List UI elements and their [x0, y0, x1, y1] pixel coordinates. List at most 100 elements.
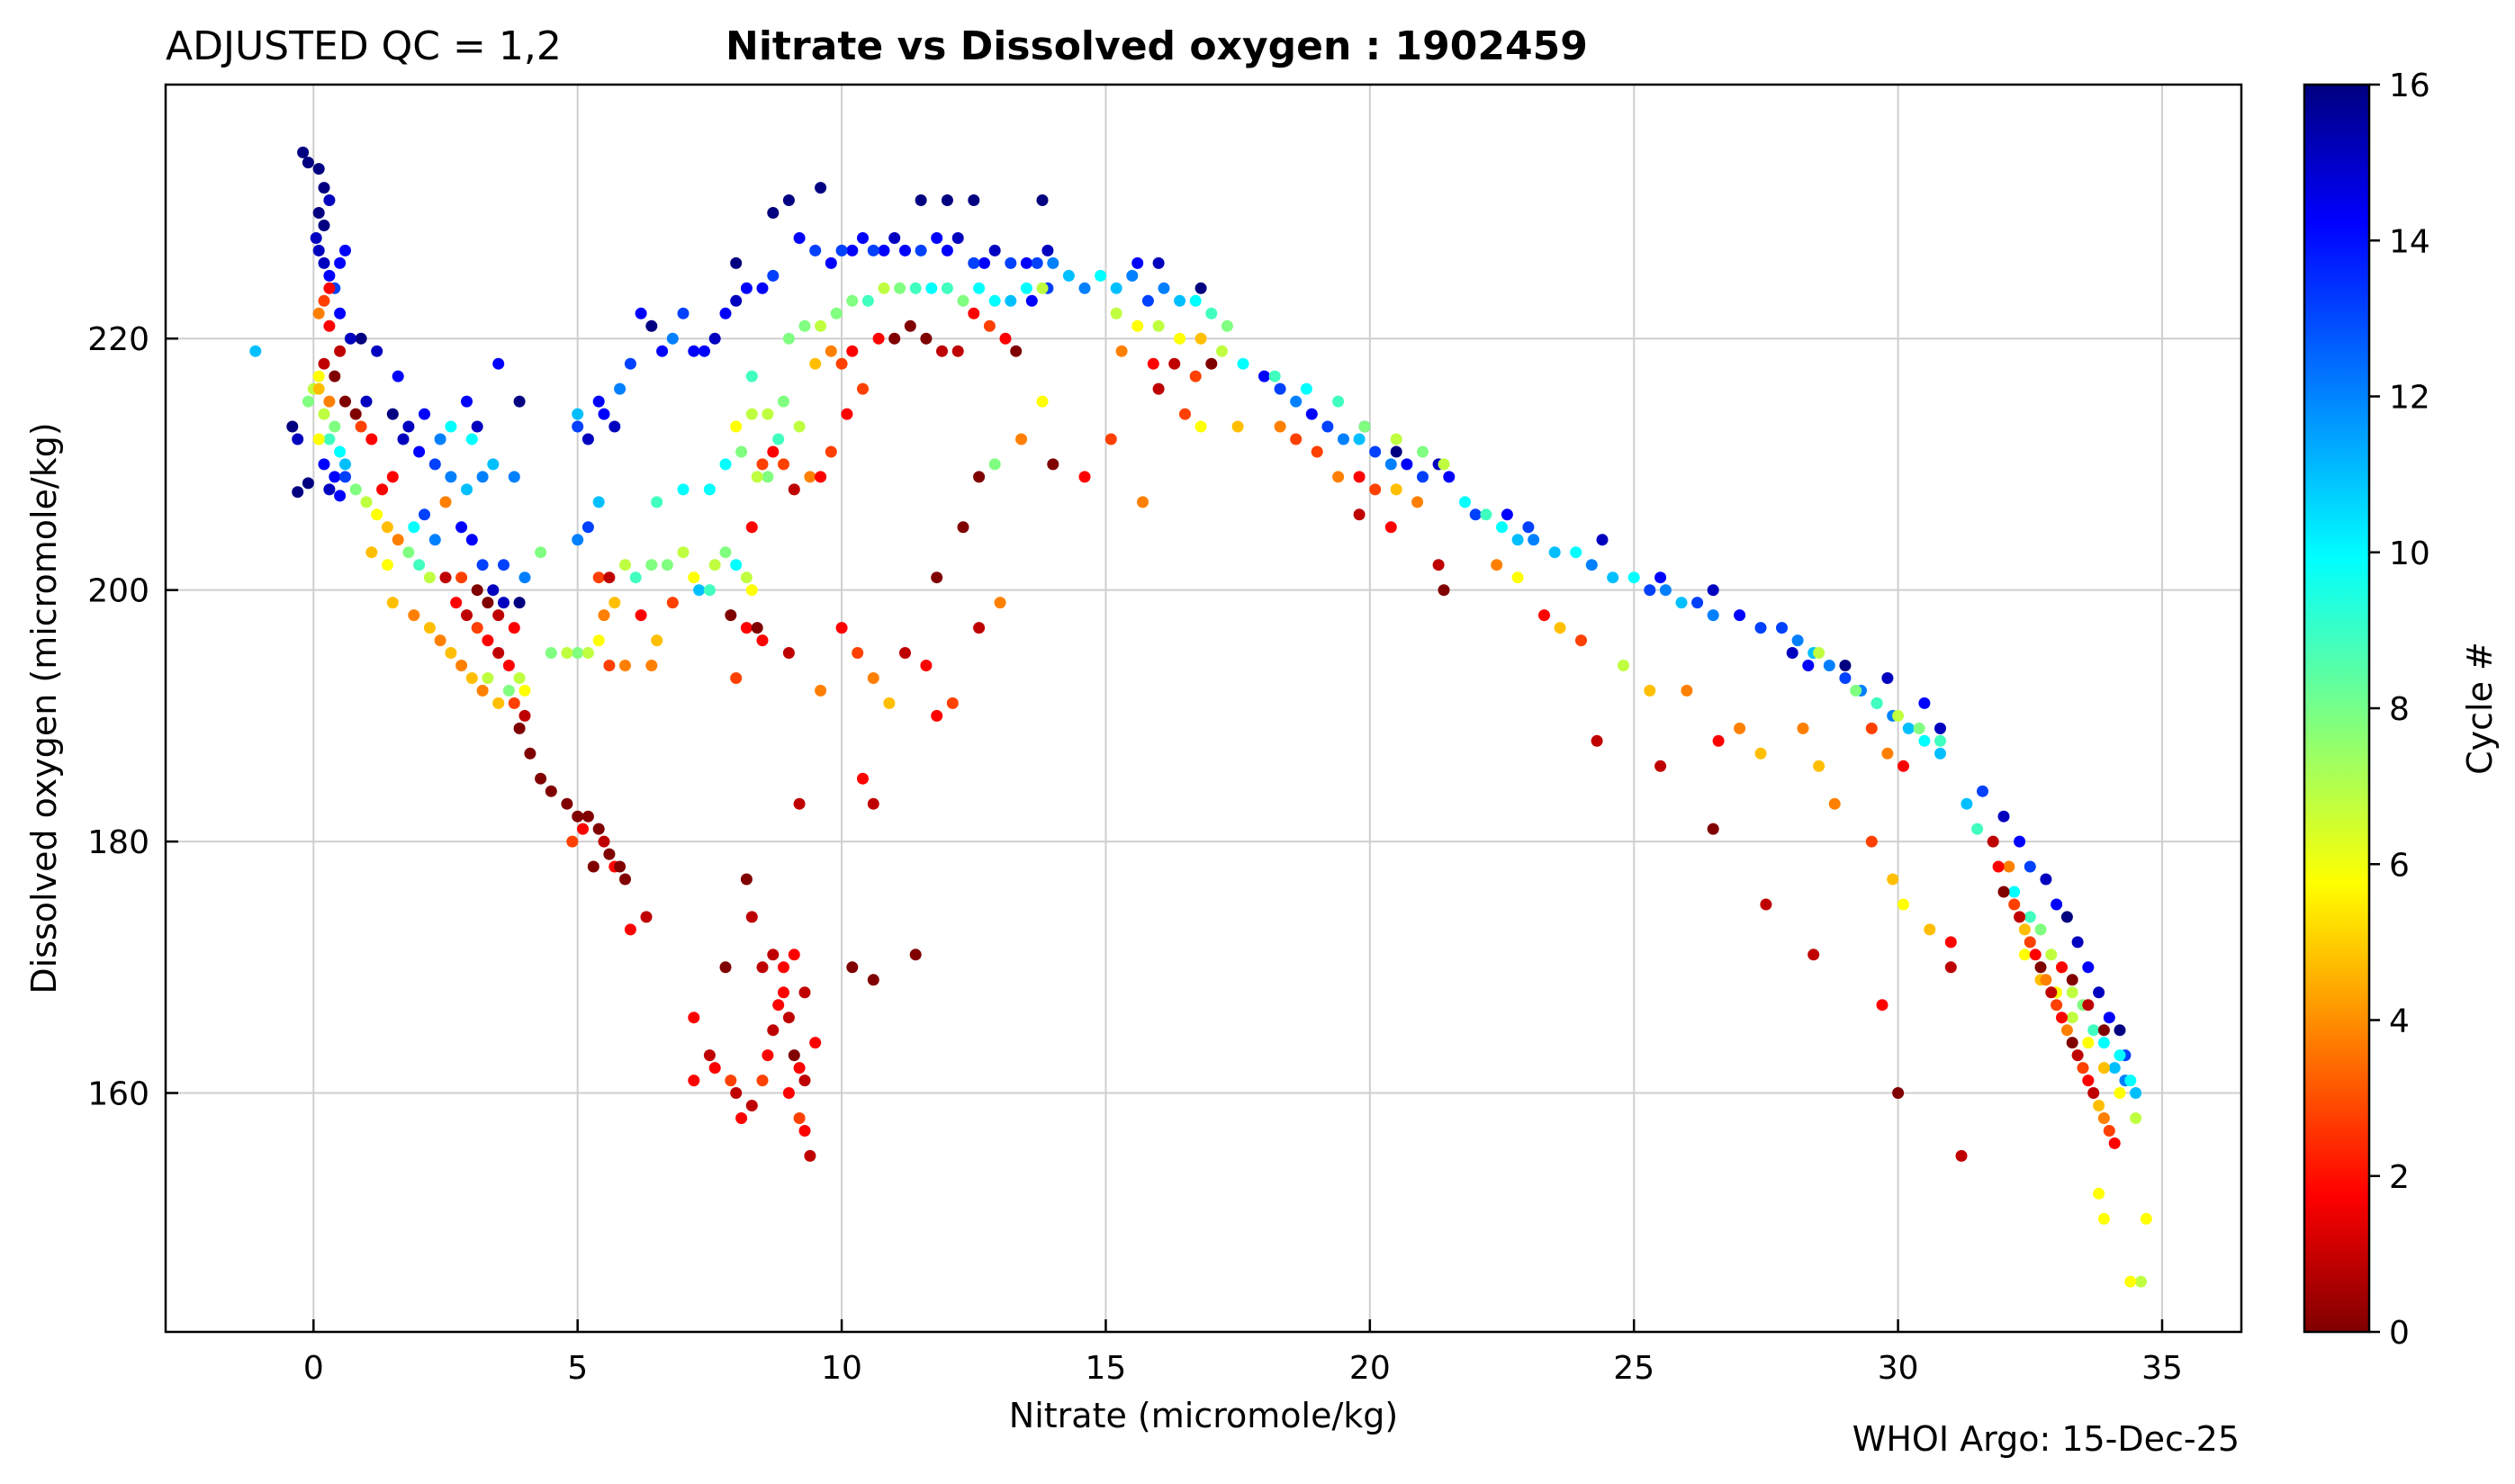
data-point — [782, 647, 795, 659]
data-point — [793, 232, 806, 244]
data-point — [725, 1075, 737, 1087]
data-point — [1496, 521, 1508, 534]
data-point — [1734, 609, 1746, 622]
data-point — [708, 559, 721, 571]
y-axis-label: Dissolved oxygen (micromole/kg) — [24, 422, 64, 994]
data-point — [888, 332, 901, 345]
data-point — [1918, 734, 1931, 747]
data-point — [1596, 534, 1609, 546]
colorbar-label: Cycle # — [2460, 642, 2500, 775]
data-point — [518, 709, 531, 722]
data-point — [740, 571, 753, 584]
data-point — [2071, 936, 2084, 949]
data-point — [413, 559, 426, 571]
data-point — [624, 923, 636, 936]
data-point — [815, 684, 827, 697]
colorbar-tick-label: 4 — [2389, 1003, 2410, 1040]
data-point — [513, 395, 526, 408]
data-point — [2135, 1275, 2147, 1288]
data-point — [2018, 949, 2031, 961]
y-tick-label: 180 — [87, 824, 149, 861]
data-point — [1881, 747, 1894, 760]
data-point — [1987, 835, 1999, 848]
data-point — [1332, 471, 1345, 483]
data-point — [286, 420, 299, 433]
data-point — [857, 772, 869, 785]
data-point — [608, 420, 621, 433]
data-point — [645, 319, 658, 332]
data-point — [968, 307, 980, 319]
data-point — [1321, 420, 1334, 433]
data-point — [1813, 647, 1825, 659]
data-point — [318, 182, 330, 194]
data-point — [1813, 760, 1825, 772]
data-point — [1892, 1087, 1905, 1099]
data-point — [386, 408, 399, 420]
data-point — [1384, 521, 1397, 534]
data-point — [561, 647, 573, 659]
data-point — [423, 571, 436, 584]
data-point — [793, 1062, 806, 1075]
data-point — [1036, 194, 1049, 206]
data-point — [1607, 571, 1619, 584]
data-point — [1707, 609, 1719, 622]
data-point — [318, 294, 330, 307]
data-point — [1944, 936, 1957, 949]
data-point — [645, 660, 658, 671]
data-point — [292, 486, 304, 499]
data-point — [788, 483, 800, 496]
data-point — [772, 433, 785, 445]
data-point — [1823, 660, 1835, 671]
data-point — [999, 332, 1012, 345]
data-point — [767, 1024, 780, 1037]
data-point — [2024, 936, 2036, 949]
data-point — [2114, 1049, 2126, 1062]
data-point — [323, 483, 336, 496]
data-point — [1997, 810, 2010, 823]
data-point — [899, 647, 911, 659]
data-point — [329, 471, 341, 483]
credit-text: WHOI Argo: 15-Dec-25 — [1852, 1419, 2240, 1459]
data-point — [1384, 458, 1397, 471]
data-point — [465, 433, 478, 445]
data-point — [693, 584, 706, 597]
data-point — [1776, 622, 1788, 634]
data-point — [614, 860, 626, 873]
data-point — [2097, 1212, 2110, 1225]
data-point — [2103, 1125, 2115, 1137]
data-point — [651, 634, 663, 647]
data-point — [402, 420, 415, 433]
data-point — [360, 395, 373, 408]
data-point — [677, 307, 690, 319]
data-point — [297, 146, 310, 158]
data-point — [677, 546, 690, 559]
data-point — [778, 961, 789, 974]
data-point — [323, 194, 336, 206]
qc-label: ADJUSTED QC = 1,2 — [166, 23, 562, 69]
data-point — [1194, 282, 1207, 294]
data-point — [1707, 823, 1719, 835]
data-point — [1115, 345, 1128, 357]
data-point — [592, 496, 605, 508]
data-point — [666, 332, 679, 345]
data-point — [688, 1012, 700, 1024]
data-point — [798, 1075, 811, 1087]
data-point — [2108, 1062, 2121, 1075]
data-point — [629, 571, 642, 584]
data-point — [310, 232, 322, 244]
data-point — [323, 319, 336, 332]
data-point — [312, 433, 325, 445]
data-point — [1934, 722, 1946, 734]
data-point — [1168, 357, 1181, 370]
data-point — [815, 319, 827, 332]
data-point — [608, 597, 621, 609]
data-point — [661, 559, 673, 571]
data-point — [1047, 458, 1059, 471]
data-point — [572, 810, 584, 823]
data-point — [804, 1149, 816, 1162]
chart-title: Nitrate vs Dissolved oxygen : 1902459 — [726, 23, 1588, 69]
data-point — [2087, 1024, 2100, 1037]
data-point — [708, 332, 721, 345]
data-point — [2097, 1062, 2110, 1075]
data-point — [931, 571, 943, 584]
